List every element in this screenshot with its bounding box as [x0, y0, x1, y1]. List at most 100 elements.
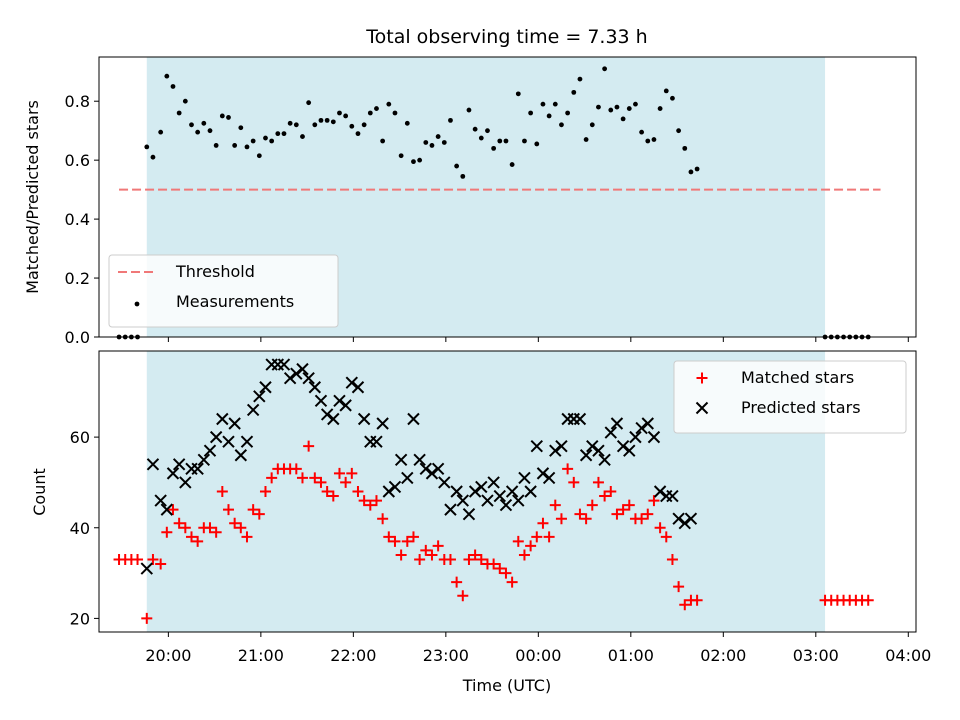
matched-stars-point-93: [691, 594, 703, 606]
predicted-stars-point-43: [407, 412, 420, 426]
predicted-stars-point-1: [146, 458, 160, 471]
measurements-point-84: [639, 129, 645, 135]
measurements-point-15: [213, 143, 219, 148]
predicted-stars-point-62: [524, 485, 537, 498]
matched-stars-point-85: [642, 508, 654, 520]
matched-stars-point-55: [457, 590, 469, 602]
matched-stars-point-89: [666, 553, 678, 565]
predicted-stars-point-5: [172, 458, 186, 471]
measurements-point-74: [577, 76, 583, 82]
top-y-tick-label: 0.0: [65, 328, 90, 347]
measurements-point-26: [281, 131, 287, 137]
measurements-point-82: [626, 106, 632, 111]
measurements-point-12: [195, 129, 201, 135]
bottom-y-axis-label: Count: [30, 468, 49, 516]
measurements-point-23: [263, 135, 268, 141]
matched-stars-point-80: [611, 508, 623, 520]
bottom-series-predicted-stars: [140, 358, 698, 575]
measurements-point-64: [515, 91, 521, 97]
top-panel: 0.0 0.2 0.4 0.6 0.8 Threshold Measurements: [65, 56, 917, 347]
predicted-stars-point-22: [277, 358, 291, 371]
measurements-point-77: [596, 104, 601, 110]
predicted-stars-point-19: [259, 381, 272, 394]
measurements-point-35: [337, 110, 342, 116]
predicted-stars-point-52: [462, 507, 476, 521]
matched-stars-point-38: [352, 486, 364, 497]
top-legend: Threshold Measurements: [108, 254, 339, 328]
top-y-axis-label: Matched/Predicted stars: [23, 100, 42, 294]
matched-stars-point-67: [531, 531, 543, 543]
top-y-tick-label: 0.6: [65, 151, 90, 170]
matched-stars-point-23: [259, 486, 271, 497]
matched-stars-point-10: [179, 522, 191, 534]
measurements-point-78: [602, 66, 608, 72]
matched-stars-point-58: [475, 553, 487, 565]
predicted-stars-point-48: [438, 476, 451, 489]
measurements-point-76: [589, 122, 595, 128]
measurements-point-41: [374, 106, 379, 111]
predicted-stars-point-29: [320, 408, 334, 421]
predicted-stars-point-66: [549, 444, 562, 457]
x-tick-label: 03:00: [793, 646, 839, 665]
matched-stars-point-44: [389, 535, 401, 547]
matched-stars-point-42: [377, 513, 389, 525]
measurements-point-13: [201, 120, 207, 126]
measurements-point-93: [694, 166, 700, 172]
measurements-point-92: [688, 169, 694, 175]
predicted-stars-point-65: [542, 471, 556, 485]
measurements-point-4: [144, 144, 150, 150]
predicted-stars-point-32: [339, 399, 352, 412]
matched-stars-point-68: [537, 517, 549, 529]
matched-stars-point-70: [549, 499, 561, 511]
predicted-stars-point-23: [283, 371, 297, 385]
predicted-stars-point-38: [376, 417, 389, 430]
matched-stars-point-66: [525, 540, 537, 552]
matched-stars-point-5: [147, 553, 159, 565]
measurements-point-56: [466, 107, 472, 113]
bottom-y-tick-label: 60: [70, 428, 90, 447]
matched-stars-point-64: [512, 535, 524, 547]
legend-predicted-swatch: [695, 401, 709, 415]
predicted-stars-point-80: [635, 421, 648, 435]
predicted-stars-point-12: [216, 412, 229, 426]
measurements-point-68: [540, 101, 546, 107]
measurements-point-71: [559, 122, 564, 128]
measurements-point-79: [608, 107, 614, 113]
matched-stars-point-46: [401, 535, 413, 547]
predicted-stars-point-60: [512, 494, 525, 507]
matched-stars-point-35: [333, 467, 345, 479]
matched-stars-point-20: [241, 531, 253, 543]
predicted-stars-point-54: [475, 480, 488, 494]
top-series-measurements: [116, 66, 871, 340]
x-tick-label: 02:00: [700, 646, 746, 665]
predicted-stars-point-28: [314, 394, 328, 408]
matched-stars-point-28: [290, 463, 302, 475]
matched-stars-point-84: [636, 513, 648, 525]
matched-stars-point-7: [161, 526, 173, 538]
matched-stars-point-50: [426, 549, 438, 561]
measurements-point-28: [293, 122, 299, 128]
matched-stars-point-34: [327, 490, 339, 502]
predicted-stars-point-49: [444, 503, 457, 516]
predicted-stars-point-24: [290, 367, 303, 380]
measurements-point-65: [522, 138, 527, 144]
predicted-stars-point-83: [653, 485, 667, 498]
matched-stars-point-71: [555, 513, 567, 525]
measurements-point-43: [386, 101, 392, 107]
bottom-legend: Matched stars Predicted stars: [673, 360, 907, 434]
measurements-point-51: [435, 134, 441, 139]
top-y-tick-label: 0.8: [65, 92, 90, 111]
matched-stars-point-82: [623, 499, 635, 511]
measurements-point-39: [361, 122, 367, 128]
predicted-stars-point-64: [536, 467, 550, 480]
matched-stars-point-11: [185, 531, 197, 543]
measurements-point-25: [275, 131, 281, 137]
measurements-point-89: [670, 95, 675, 101]
predicted-stars-point-25: [296, 362, 309, 376]
top-legend-box: [108, 254, 339, 328]
bottom-panel: 20 40 60 20:00 21:00 22:00 23:00 00:00 01:00 02:0…: [70, 350, 931, 665]
predicted-stars-point-88: [684, 512, 698, 525]
predicted-stars-point-27: [308, 381, 322, 394]
measurements-point-59: [485, 128, 490, 134]
measurements-point-52: [441, 140, 447, 145]
